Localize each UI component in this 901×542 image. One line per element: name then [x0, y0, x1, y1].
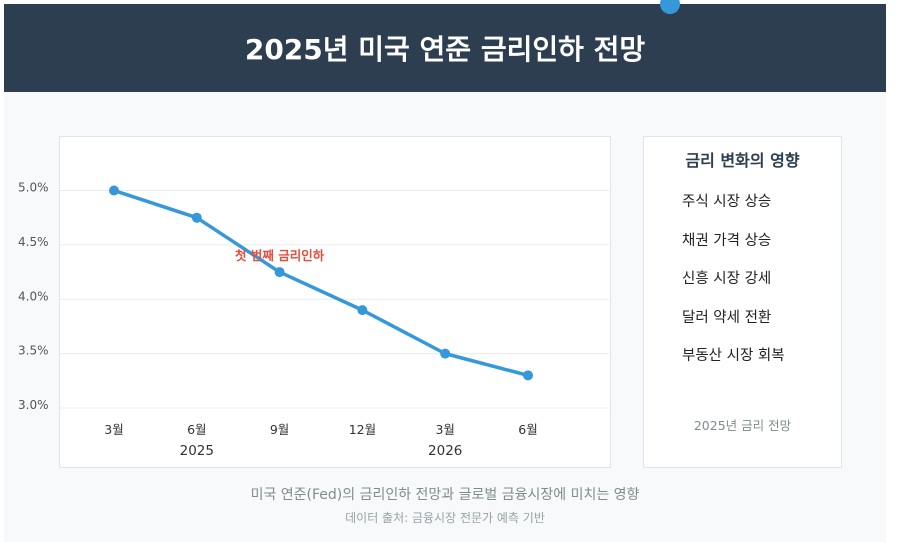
y-tick-label: 5.0% — [18, 181, 49, 195]
data-source: 데이터 출처: 금융시장 전문가 예측 기반 — [345, 511, 545, 525]
impact-item: 채권 가격 상승 — [682, 232, 772, 249]
data-point — [440, 348, 451, 359]
impact-item: 부동산 시장 회복 — [682, 348, 785, 364]
impact-panel-title: 금리 변화의 영향 — [685, 151, 800, 170]
x-tick-label: 12월 — [349, 422, 376, 437]
y-tick-label: 4.5% — [18, 235, 49, 249]
data-point — [523, 370, 533, 381]
impact-item: 주식 시장 상승 — [682, 194, 772, 210]
annotation-label: 첫 번째 금리인하 — [235, 248, 325, 263]
x-tick-label: 3월 — [104, 422, 123, 437]
impact-panel: 금리 변화의 영향 주식 시장 상승 채권 가격 상승 신흥 시장 강세 달러 … — [643, 136, 842, 468]
page-title: 2025년 미국 연준 금리인하 전망 — [244, 33, 646, 66]
data-point — [109, 185, 119, 196]
year-label: 2025 — [180, 443, 214, 459]
line-chart: 5.0% 4.5% 4.0% 3.5% 3.0% 3월 6월 9월 12월 3월 6월 2025 202… — [18, 181, 609, 459]
x-tick-label: 6월 — [518, 422, 537, 437]
y-tick-label: 3.0% — [18, 398, 49, 412]
data-point — [357, 305, 368, 316]
page-frame: 2025년 미국 연준 금리인하 전망 5.0% 4.5% 4.0% 3.5% 3.0%… — [4, 0, 886, 542]
chart-caption: 미국 연준(Fed)의 금리인하 전망과 글로벌 금융시장에 미치는 영향 — [250, 487, 640, 503]
year-label: 2026 — [428, 443, 462, 459]
impact-item: 신흥 시장 강세 — [682, 271, 772, 287]
chart-panel — [59, 136, 611, 468]
y-tick-label: 4.0% — [18, 289, 49, 303]
data-point — [191, 212, 202, 223]
data-point — [274, 267, 285, 278]
impact-item: 달러 약세 전환 — [682, 309, 772, 326]
x-tick-label: 9월 — [270, 422, 289, 437]
header: 2025년 미국 연준 금리인하 전망 — [4, 0, 886, 92]
x-tick-label: 3월 — [435, 422, 454, 437]
series-line — [112, 188, 530, 378]
y-tick-label: 3.5% — [18, 344, 49, 358]
impact-list: 주식 시장 상승 채권 가격 상승 신흥 시장 강세 달러 약세 전환 부동산 … — [682, 189, 785, 382]
header-decoration-dot — [660, 0, 680, 14]
x-tick-label: 6월 — [187, 422, 206, 437]
impact-panel-footer: 2025년 금리 전망 — [693, 418, 792, 433]
